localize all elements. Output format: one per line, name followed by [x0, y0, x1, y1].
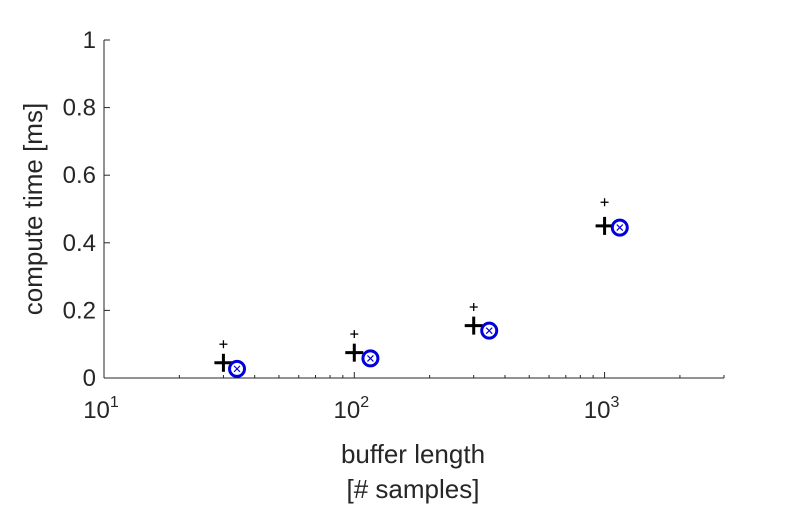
marker-stroke: [616, 224, 624, 232]
big-plus-marker: [595, 216, 614, 235]
small-plus-marker: [350, 330, 359, 339]
y-tick-label: 0.4: [63, 230, 96, 257]
circle-marker: [228, 359, 247, 378]
x-tick-label: 101: [83, 394, 119, 424]
x-tick-label: 103: [584, 394, 620, 424]
circle-marker: [361, 349, 380, 368]
big-plus-marker: [464, 316, 483, 335]
marker-stroke: [485, 327, 493, 335]
small-plus-marker: [469, 303, 478, 312]
marker-stroke: [366, 354, 374, 362]
x-marker: [616, 224, 624, 232]
x-axis-label-line-2: [# samples]: [347, 474, 480, 504]
y-axis-label: compute time [ms]: [18, 103, 48, 315]
axes: [103, 40, 724, 379]
x-marker: [485, 327, 493, 335]
small-plus-marker: [219, 340, 228, 349]
small-plus-marker: [600, 198, 609, 207]
circle-marker: [480, 321, 499, 340]
ticks: 0 0.2 0.4 0.6 0.8 1 101 102 103: [63, 27, 725, 424]
y-tick-label: 0.2: [63, 297, 96, 324]
marker-stroke: [233, 365, 241, 373]
y-tick-label: 0: [83, 365, 96, 392]
x-tick-label: 102: [333, 394, 369, 424]
x-axis-label-line-1: buffer length: [341, 439, 485, 469]
data-marks: [214, 198, 629, 378]
x-marker: [366, 354, 374, 362]
x-marker: [233, 365, 241, 373]
y-tick-label: 0.8: [63, 95, 96, 122]
y-tick-label: 1: [83, 27, 96, 54]
circle-marker: [610, 218, 629, 237]
big-plus-marker: [214, 353, 233, 372]
y-tick-label: 0.6: [63, 162, 96, 189]
big-plus-marker: [345, 343, 364, 362]
